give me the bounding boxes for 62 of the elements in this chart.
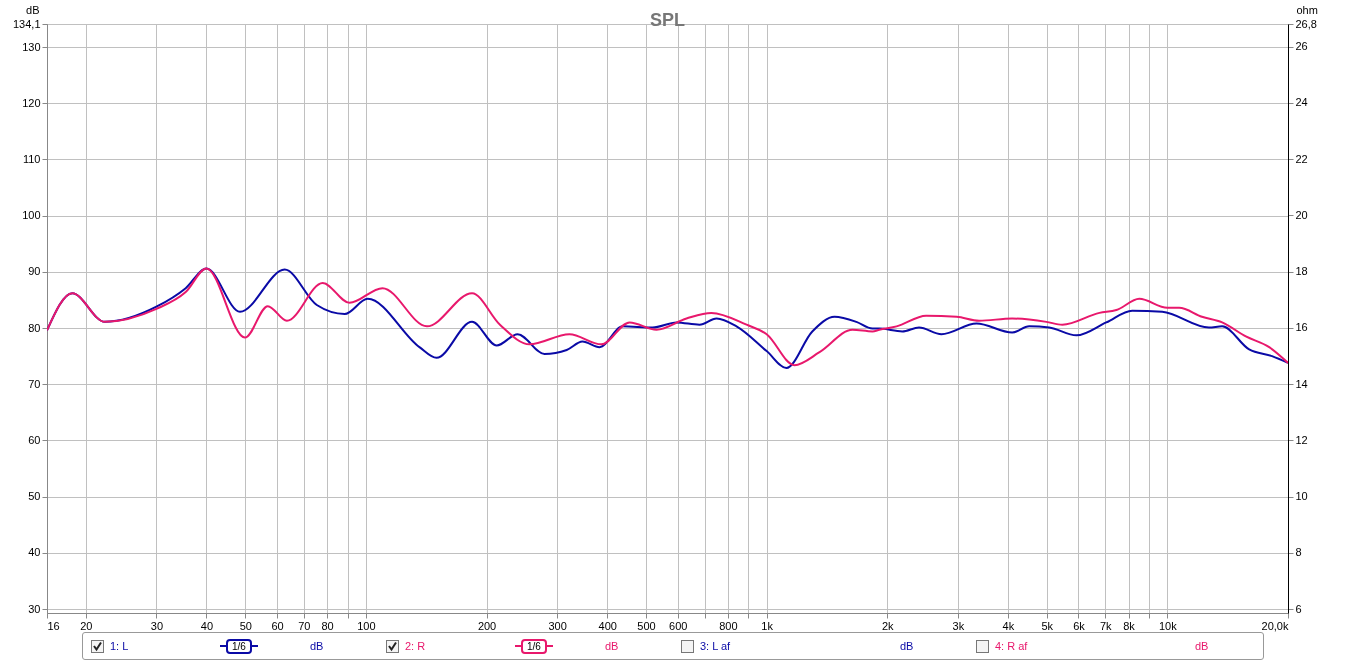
y2-tick-label: 12 — [1295, 433, 1308, 446]
x-tick-label: 40 — [200, 619, 214, 632]
y-tick-label: 100 — [22, 209, 41, 222]
y2-tick-label: 26,8 — [1295, 17, 1317, 30]
text: 1: L — [110, 640, 130, 652]
x-tick-label: 10k — [1159, 619, 1178, 632]
y-tick-label: 60 — [28, 433, 41, 446]
x-tick-label: 7k — [1099, 619, 1113, 632]
x-tick-label: 200 — [477, 619, 497, 632]
y2-tick-label: 8 — [1295, 546, 1302, 559]
x-tick-label: 2k — [881, 619, 895, 632]
y-tick-label: 40 — [28, 546, 41, 559]
y2-tick-label: 26 — [1295, 40, 1308, 52]
text: 2: R — [405, 640, 427, 652]
y-tick-label: 50 — [28, 490, 41, 503]
y-tick-label: 90 — [28, 265, 41, 278]
x-tick-label: 80 — [321, 619, 334, 632]
x-tick-label: 300 — [548, 619, 567, 632]
text: dB — [900, 640, 914, 652]
x-tick-label: 20,0k — [1261, 619, 1289, 632]
text: 3: L af — [700, 640, 732, 652]
y2-tick-label: 10 — [1295, 490, 1308, 503]
x-tick-label: 800 — [719, 619, 738, 632]
x-tick-label: 50 — [239, 619, 252, 632]
x-tick-label: 8k — [1123, 619, 1136, 632]
text: 4: R af — [995, 640, 1029, 652]
y2-tick-label: 18 — [1295, 265, 1308, 278]
x-tick-label: 60 — [271, 619, 284, 632]
text: dB — [605, 640, 619, 652]
y2-axis-title: ohm — [1296, 3, 1318, 16]
text: 1/6 — [226, 638, 252, 654]
x-tick-label: 400 — [598, 619, 617, 632]
x-tick-label: 3k — [952, 619, 965, 632]
x-tick-label: 16 — [47, 619, 60, 632]
x-tick-label: 500 — [637, 619, 656, 632]
x-tick-label: 4k — [1002, 619, 1015, 632]
x-tick-label: 100 — [357, 619, 376, 632]
y2-tick-label: 6 — [1295, 602, 1302, 615]
y2-tick-label: 24 — [1295, 96, 1308, 109]
y2-tick-label: 22 — [1295, 152, 1308, 165]
x-tick-label: 30 — [150, 619, 164, 632]
y-tick-label: 130 — [22, 40, 41, 53]
text: dB — [1195, 640, 1209, 652]
y-tick-label: 120 — [22, 96, 41, 109]
y-tick-label: 80 — [28, 321, 41, 334]
x-tick-label: 600 — [669, 619, 688, 632]
y-tick-label: 30 — [28, 602, 41, 615]
x-tick-label: 70 — [298, 619, 311, 632]
chart-title: SPL — [649, 10, 686, 30]
y-axis-title: dB — [26, 3, 40, 16]
y-tick-label: 110 — [22, 152, 41, 165]
y2-tick-label: 20 — [1295, 208, 1308, 221]
y2-tick-label: 16 — [1295, 321, 1308, 334]
text: dB — [310, 640, 324, 652]
y2-tick-label: 14 — [1295, 377, 1308, 390]
y-tick-label: 134,1 — [12, 17, 41, 30]
y-tick-label: 70 — [28, 377, 41, 390]
x-tick-label: 1k — [761, 619, 774, 632]
x-tick-label: 20 — [80, 619, 93, 632]
text: 1/6 — [521, 638, 547, 654]
x-tick-label: 5k — [1041, 619, 1054, 632]
x-tick-label: 6k — [1073, 619, 1086, 632]
